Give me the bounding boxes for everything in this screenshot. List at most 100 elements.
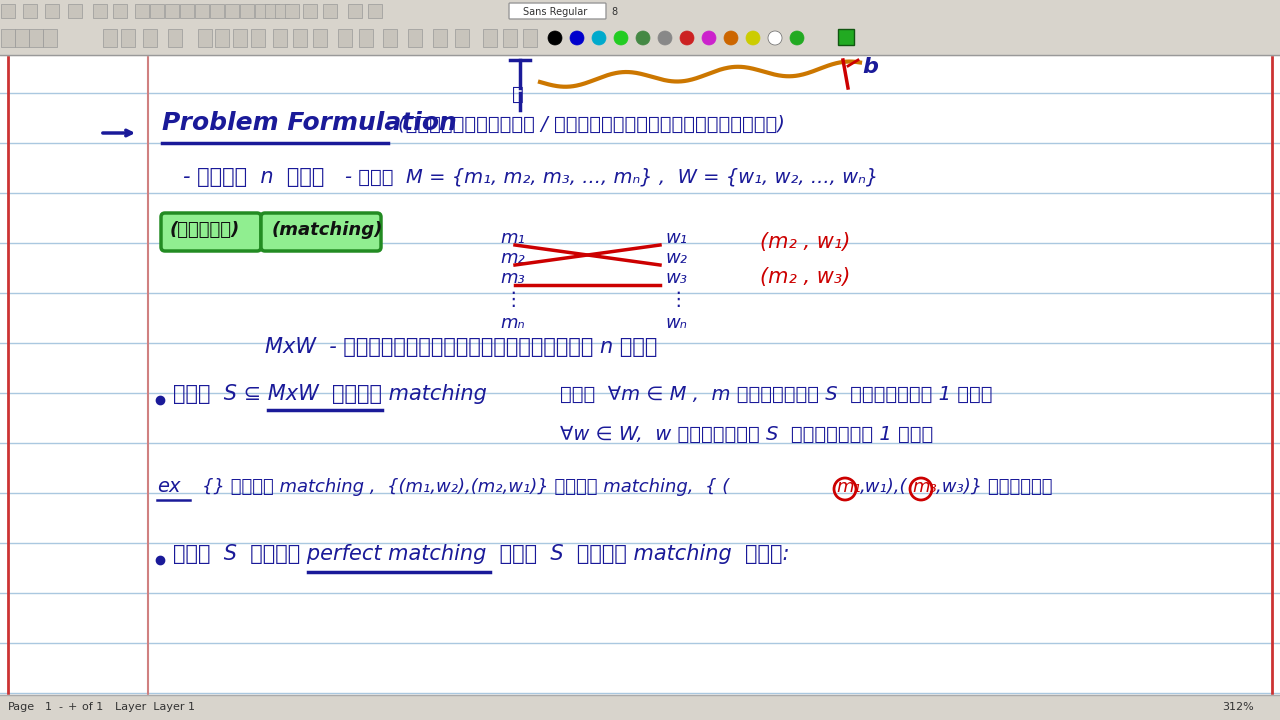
Text: Page: Page xyxy=(8,702,35,712)
Bar xyxy=(93,4,108,18)
Text: ⋮: ⋮ xyxy=(668,290,687,309)
Bar xyxy=(233,29,247,47)
Text: -: - xyxy=(58,702,61,712)
Bar xyxy=(198,29,212,47)
Text: {} เป็น matching ,  {(m₁,w₂),(m₂,w₁)} เป็น matching,  { (: {} เป็น matching , {(m₁,w₂),(m₂,w₁)} เป็… xyxy=(202,478,730,496)
Circle shape xyxy=(614,31,628,45)
Text: of 1: of 1 xyxy=(82,702,104,712)
Text: m₁: m₁ xyxy=(500,229,525,247)
Text: (นิยามอธิบาย / แนวทางที่เกี่ยวข้อง): (นิยามอธิบาย / แนวทางที่เกี่ยวข้อง) xyxy=(398,115,785,134)
Bar xyxy=(210,4,224,18)
Bar xyxy=(273,29,287,47)
Bar xyxy=(1,4,15,18)
Bar xyxy=(225,4,239,18)
Bar xyxy=(44,29,58,47)
Text: (matching): (matching) xyxy=(273,221,384,239)
FancyBboxPatch shape xyxy=(509,3,605,19)
Text: - ให้  M = {m₁, m₂, m₃, ..., mₙ} ,  W = {w₁, w₂, ..., wₙ}: - ให้ M = {m₁, m₂, m₃, ..., mₙ} , W = {w… xyxy=(346,168,878,187)
FancyBboxPatch shape xyxy=(161,213,261,251)
Text: w₂: w₂ xyxy=(666,249,687,267)
Bar xyxy=(134,4,148,18)
Text: w₁: w₁ xyxy=(666,229,687,247)
Circle shape xyxy=(658,31,672,45)
Text: 312%: 312% xyxy=(1222,702,1253,712)
Text: m₃: m₃ xyxy=(500,269,525,287)
Bar xyxy=(180,4,195,18)
Bar xyxy=(23,4,37,18)
Bar xyxy=(285,4,300,18)
Text: ๆ: ๆ xyxy=(512,85,524,104)
Bar xyxy=(1,29,15,47)
Bar xyxy=(303,4,317,18)
Text: w₃: w₃ xyxy=(666,269,687,287)
Text: บอก  S  เป็น perfect matching  ถ้า  S  เป็น matching  และ:: บอก S เป็น perfect matching ถ้า S เป็น m… xyxy=(173,544,790,564)
Bar xyxy=(15,29,29,47)
Circle shape xyxy=(701,31,716,45)
Circle shape xyxy=(591,31,605,45)
Bar xyxy=(143,29,157,47)
Text: ,w₁),(: ,w₁),( xyxy=(860,478,908,496)
FancyBboxPatch shape xyxy=(261,213,381,251)
Text: mₙ: mₙ xyxy=(500,314,525,332)
Circle shape xyxy=(570,31,584,45)
Bar xyxy=(68,4,82,18)
Text: บอก  S ⊆ MxW  เป็น matching: บอก S ⊆ MxW เป็น matching xyxy=(173,384,486,404)
Text: ถ้า  ∀m ∈ M ,  m ปรากฏใน S  ไม่เกิน 1 คู่: ถ้า ∀m ∈ M , m ปรากฏใน S ไม่เกิน 1 คู่ xyxy=(561,385,992,404)
Bar xyxy=(241,4,253,18)
Bar xyxy=(524,29,538,47)
Circle shape xyxy=(790,31,804,45)
Bar xyxy=(433,29,447,47)
Bar xyxy=(369,4,381,18)
Bar xyxy=(150,4,164,18)
Text: m₁: m₁ xyxy=(836,478,860,496)
Bar xyxy=(483,29,497,47)
Text: - มีคน  n  คู่: - มีคน n คู่ xyxy=(183,167,324,187)
Bar xyxy=(314,29,326,47)
Text: ⋮: ⋮ xyxy=(503,290,522,309)
Bar xyxy=(122,29,134,47)
Bar xyxy=(275,4,289,18)
Bar xyxy=(338,29,352,47)
Bar xyxy=(0,22,1280,55)
Bar xyxy=(102,29,116,47)
Bar xyxy=(255,4,269,18)
Bar xyxy=(838,29,854,45)
Bar xyxy=(0,55,1280,695)
Text: +: + xyxy=(68,702,77,712)
Text: MxW  - เหมาะคู่ลำดับทั้งหมด n คู่: MxW - เหมาะคู่ลำดับทั้งหมด n คู่ xyxy=(265,337,658,357)
Text: m₂: m₂ xyxy=(500,249,525,267)
Bar xyxy=(168,29,182,47)
Bar xyxy=(29,29,44,47)
Text: ex: ex xyxy=(157,477,180,496)
Bar xyxy=(293,29,307,47)
Bar xyxy=(323,4,337,18)
Text: Layer  Layer 1: Layer Layer 1 xyxy=(115,702,195,712)
Text: ∀w ∈ W,  w ปรากฏใน S  ไม่เกิน 1 คู่: ∀w ∈ W, w ปรากฏใน S ไม่เกิน 1 คู่ xyxy=(561,425,933,444)
Bar xyxy=(45,4,59,18)
Circle shape xyxy=(746,31,760,45)
Bar xyxy=(0,695,1280,720)
Bar xyxy=(265,4,279,18)
Bar xyxy=(348,4,362,18)
Bar xyxy=(454,29,468,47)
Circle shape xyxy=(548,31,562,45)
Text: (m₂ , w₁): (m₂ , w₁) xyxy=(760,232,850,252)
Bar xyxy=(251,29,265,47)
Text: Problem Formulation: Problem Formulation xyxy=(163,111,457,135)
Text: (นิยาม): (นิยาม) xyxy=(170,221,241,239)
Bar xyxy=(383,29,397,47)
Text: Sans Regular: Sans Regular xyxy=(522,7,588,17)
Text: 8: 8 xyxy=(611,7,617,17)
Bar xyxy=(408,29,422,47)
Text: 1: 1 xyxy=(45,702,52,712)
Bar xyxy=(165,4,179,18)
Circle shape xyxy=(636,31,650,45)
Circle shape xyxy=(768,31,782,45)
Bar xyxy=(0,0,1280,22)
Bar xyxy=(195,4,209,18)
Text: m₃: m₃ xyxy=(911,478,937,496)
Text: wₙ: wₙ xyxy=(666,314,687,332)
Bar xyxy=(503,29,517,47)
Bar xyxy=(358,29,372,47)
Circle shape xyxy=(680,31,694,45)
